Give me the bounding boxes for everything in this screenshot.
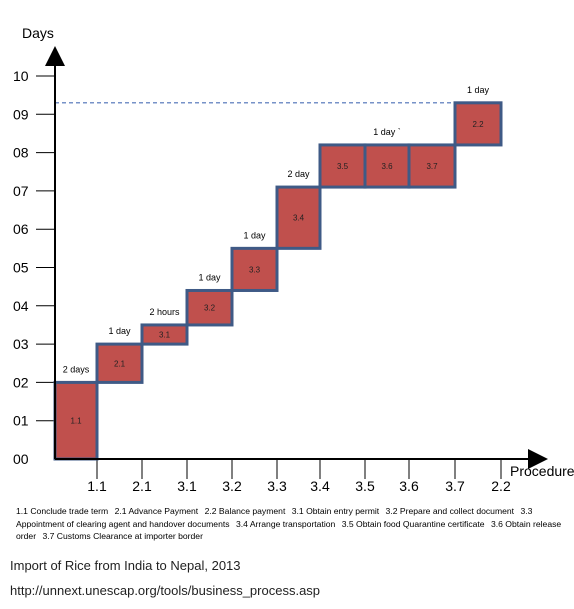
x-tick-label: 3.1	[177, 478, 197, 494]
y-tick-label: 00	[13, 451, 29, 467]
step-box-label: 2.1	[114, 359, 126, 368]
y-tick-label: 10	[13, 68, 29, 84]
x-tick-label: 3.6	[399, 478, 419, 494]
process-step-chart: Days Procedure 00 01 02 03 04 05 06 07 08 09 10 1.1…	[13, 25, 574, 494]
x-tick-label: 3.4	[310, 478, 330, 494]
step-box-3.5	[318, 143, 367, 189]
legend-item: 2.1 Advance Payment	[114, 506, 199, 516]
y-tick-label: 09	[13, 106, 29, 122]
procedure-legend: 1.1 Conclude trade term 2.1 Advance Paym…	[16, 505, 564, 543]
legend-item: 3.6 Obtain release order	[16, 518, 562, 542]
x-tick-label: 1.1	[87, 478, 107, 494]
x-tick-label: 3.7	[445, 478, 465, 494]
y-tick-label: 08	[13, 145, 29, 161]
step-box-3.4	[275, 185, 322, 250]
x-axis-title: Procedure	[510, 463, 574, 479]
legend-item: 3.5 Obtain food Quarantine certificate	[341, 518, 485, 529]
x-tick-label: 3.3	[267, 478, 287, 494]
legend-item: 1.1 Conclude trade term	[16, 506, 109, 516]
step-box-2.1	[95, 342, 144, 384]
y-tick-label: 07	[13, 183, 29, 199]
step-box-label: 3.1	[159, 331, 171, 340]
y-tick-label: 06	[13, 221, 29, 237]
step-box-2.2	[453, 101, 503, 147]
duration-label: 2 hours	[149, 307, 180, 317]
step-box-3.7	[407, 143, 457, 189]
duration-label: 2 day	[287, 169, 310, 179]
x-tick-label: 3.2	[222, 478, 242, 494]
legend-item: 3.4 Arrange transportation	[235, 518, 336, 529]
step-box-label: 3.6	[381, 162, 393, 171]
y-tick-label: 05	[13, 260, 29, 276]
step-box-label: 3.2	[204, 304, 216, 313]
step-box-3.1	[140, 323, 189, 346]
duration-label: 1 day `	[373, 127, 401, 137]
duration-label: 1 day	[108, 326, 131, 336]
duration-label: 1 day	[198, 272, 221, 282]
caption-source: http://unnext.unescap.org/tools/business…	[10, 583, 321, 598]
legend-item: 3.2 Prepare and collect document	[385, 506, 515, 516]
y-tick-label: 03	[13, 336, 29, 352]
step-box-3.2	[185, 288, 234, 327]
duration-label: 1 day	[243, 230, 266, 240]
legend-item: 3.7 Customs Clearance at importer border	[42, 531, 203, 541]
step-box-label: 2.2	[472, 120, 484, 129]
caption-title: Import of Rice from India to Nepal, 2013	[10, 558, 241, 573]
x-tick-label: 3.5	[355, 478, 375, 494]
step-box-label: 3.4	[293, 214, 305, 223]
step-box-label: 3.7	[426, 162, 438, 171]
step-box-label: 3.5	[337, 162, 349, 171]
y-axis-title: Days	[22, 25, 54, 41]
x-tick-label: 2.1	[132, 478, 152, 494]
y-tick-label: 02	[13, 374, 29, 390]
legend-item: 3.3 Appointment of clearing agent and ha…	[16, 506, 533, 529]
step-box-3.3	[230, 246, 279, 292]
duration-label: 2 days	[63, 364, 90, 374]
legend-item: 2.2 Balance payment	[204, 506, 286, 516]
step-box-3.6	[363, 143, 411, 189]
legend-item: 3.1 Obtain entry permit	[291, 506, 380, 516]
y-tick-label: 04	[13, 298, 29, 314]
step-box-label: 1.1	[70, 417, 82, 426]
x-tick-label: 2.2	[491, 478, 511, 494]
y-tick-label: 01	[13, 413, 29, 429]
step-box-label: 3.3	[249, 265, 261, 274]
duration-label: 1 day	[467, 85, 490, 95]
